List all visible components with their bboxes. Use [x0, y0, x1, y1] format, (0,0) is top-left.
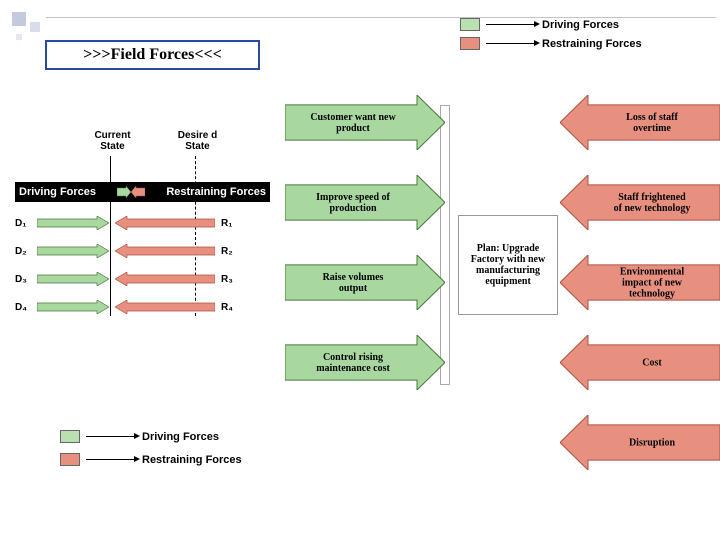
d-label: D₃ — [15, 274, 27, 285]
mini-driving-arrow — [37, 244, 109, 263]
mini-driving-arrow — [37, 216, 109, 235]
arrow-line-icon — [486, 43, 534, 44]
driving-arrow: Control risingmaintenance cost — [285, 335, 445, 390]
arrow-line-icon — [86, 459, 134, 460]
mini-restraining-arrow — [115, 244, 215, 263]
vline-desired — [195, 156, 196, 316]
mini-driving-arrow — [37, 300, 109, 319]
legend-restraining: Restraining Forces — [460, 37, 642, 50]
svg-text:Control risingmaintenance cost: Control risingmaintenance cost — [316, 352, 390, 374]
legend-driving: Driving Forces — [460, 18, 642, 31]
mini-restraining-arrow — [115, 272, 215, 291]
restraining-arrow: Environmentalimpact of newtechnology — [560, 255, 720, 310]
restraining-arrow: Loss of staffovertime — [560, 95, 720, 150]
legend-driving-label: Driving Forces — [542, 19, 619, 31]
r-label: R₄ — [221, 302, 233, 313]
mini-restraining-arrow — [115, 300, 215, 319]
legend-bottom: Driving Forces Restraining Forces — [60, 430, 242, 476]
legend-restraining-label: Restraining Forces — [142, 454, 242, 466]
driving-header: Driving Forces — [19, 186, 96, 198]
desired-state-label: Desire d State — [170, 130, 225, 152]
arrow-line-icon — [486, 24, 534, 25]
small-arrows — [117, 186, 145, 198]
swatch-restraining — [460, 37, 480, 50]
d-label: D₂ — [15, 246, 27, 257]
swatch-restraining — [60, 453, 80, 466]
plan-box: Plan: Upgrade Factory with new manufactu… — [458, 215, 558, 315]
r-label: R₃ — [221, 274, 233, 285]
legend-restraining-bottom: Restraining Forces — [60, 453, 242, 466]
r-label: R₂ — [221, 246, 233, 257]
legend-driving-bottom: Driving Forces — [60, 430, 242, 443]
current-state-label: Current State — [85, 130, 140, 152]
d-label: D₄ — [15, 302, 27, 313]
mini-restraining-arrow — [115, 216, 215, 235]
restraining-arrow: Staff frightenedof new technology — [560, 175, 720, 230]
legend-restraining-label: Restraining Forces — [542, 38, 642, 50]
page-title: >>>Field Forces<<< — [45, 40, 260, 70]
restraining-arrow: Cost — [560, 335, 720, 390]
vline-current — [110, 156, 111, 316]
driving-arrow: Raise volumesoutput — [285, 255, 445, 310]
svg-text:Cost: Cost — [642, 358, 662, 369]
r-label: R₁ — [221, 218, 232, 229]
swatch-driving — [460, 18, 480, 31]
driving-arrow: Customer want newproduct — [285, 95, 445, 150]
forces-header-bar: Driving Forces Restraining Forces — [15, 182, 270, 202]
restraining-arrow: Disruption — [560, 415, 720, 470]
svg-text:Loss of staffovertime: Loss of staffovertime — [626, 112, 678, 134]
restraining-header: Restraining Forces — [166, 186, 266, 198]
mini-driving-arrow — [37, 272, 109, 291]
svg-text:Environmentalimpact of newtech: Environmentalimpact of newtechnology — [620, 267, 684, 300]
d-label: D₁ — [15, 218, 26, 229]
svg-text:Disruption: Disruption — [629, 438, 676, 449]
driving-arrow: Improve speed ofproduction — [285, 175, 445, 230]
arrow-line-icon — [86, 436, 134, 437]
svg-text:Staff frightenedof new technol: Staff frightenedof new technology — [614, 192, 691, 214]
swatch-driving — [60, 430, 80, 443]
legend-top: Driving Forces Restraining Forces — [460, 18, 642, 56]
legend-driving-label: Driving Forces — [142, 431, 219, 443]
